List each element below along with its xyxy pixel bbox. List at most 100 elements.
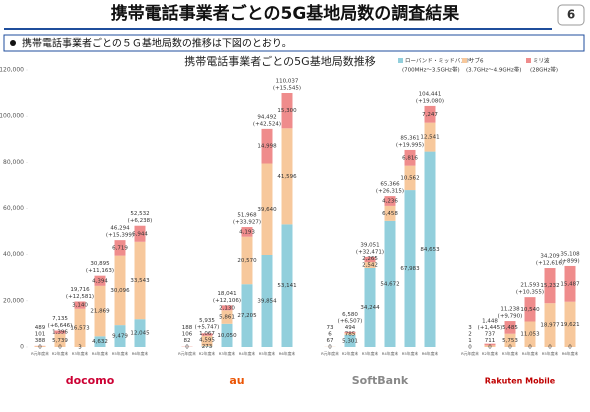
- carrier-logo: docomo: [66, 374, 115, 387]
- segment-label: 6,944: [132, 231, 148, 237]
- segment-label: 388: [35, 338, 46, 344]
- x-tick-label: R3年度末: [72, 351, 89, 356]
- total-label: 35,108: [560, 251, 580, 257]
- segment-label: 106: [182, 332, 193, 338]
- segment-label: 6,816: [402, 155, 418, 161]
- total-label: 19,716: [70, 287, 90, 293]
- segment-label: 6,458: [382, 211, 398, 217]
- y-tick-label: 0: [20, 344, 24, 351]
- x-tick-label: R4年度末: [239, 351, 256, 356]
- x-tick-label: R3年度末: [219, 351, 236, 356]
- legend-swatch: [462, 58, 467, 63]
- total-label: 5,935: [199, 318, 215, 324]
- x-tick-label: R3年度末: [502, 351, 519, 356]
- increment-label: (+12,581): [66, 294, 94, 300]
- x-tick-label: R2年度末: [482, 351, 499, 356]
- total-label: 85,361: [400, 135, 419, 141]
- total-label: 489: [35, 325, 46, 331]
- y-tick-label: 100,000: [0, 113, 24, 120]
- increment-label: (+9,790): [498, 314, 523, 320]
- total-label: 51,968: [237, 213, 257, 219]
- segment-label: 273: [202, 344, 213, 350]
- legend-note: (3.7GHz～4.9GHz帯): [466, 66, 521, 74]
- segment-label: 1,396: [52, 330, 68, 336]
- carrier-logo: au: [229, 374, 244, 387]
- segment-label: 14,998: [257, 144, 277, 150]
- segment-label: 4,632: [92, 339, 108, 345]
- x-tick-label: R4年度末: [382, 351, 399, 356]
- segment-label: 15,300: [277, 108, 297, 114]
- segment-label: 10,540: [520, 307, 540, 313]
- increment-label: (+19,080): [416, 98, 444, 104]
- x-tick-label: R5年度末: [259, 351, 276, 356]
- x-tick-label: R5年度末: [112, 351, 129, 356]
- x-tick-label: R元年度末: [31, 351, 49, 356]
- segment-label: 84,653: [420, 247, 440, 253]
- x-tick-label: R5年度末: [402, 351, 419, 356]
- segment-label: 33,543: [130, 278, 150, 284]
- total-label: 18,041: [217, 291, 236, 297]
- total-label: 1,448: [482, 319, 498, 325]
- total-label: 34,209: [540, 254, 560, 260]
- increment-label: (+15,545): [273, 85, 301, 91]
- total-label: 39,051: [360, 242, 379, 248]
- increment-label: (+6,238): [128, 218, 153, 224]
- slide-title: 携帯電話事業者ごとの5G基地局数の調査結果: [111, 3, 460, 24]
- total-label: 3: [468, 325, 472, 331]
- segment-label: 20,570: [237, 258, 257, 264]
- segment-label: 27,205: [237, 313, 257, 319]
- page-number: 6: [567, 8, 575, 22]
- segment-label: 67,983: [400, 266, 420, 272]
- legend-note: (28GHz帯): [530, 66, 558, 74]
- segment-label: 0: [58, 345, 62, 351]
- segment-label: 0: [568, 345, 572, 351]
- increment-label: (+19,995): [396, 142, 424, 148]
- segment-label: 41,596: [277, 174, 297, 180]
- segment-label: 0: [528, 345, 532, 351]
- x-tick-label: R6年度末: [132, 351, 149, 356]
- segment-label: 2,130: [219, 305, 235, 311]
- total-label: 65,366: [380, 182, 400, 188]
- x-tick-label: R6年度末: [279, 351, 296, 356]
- segment-label: 0: [548, 345, 552, 351]
- segment-label: 2,542: [362, 263, 378, 269]
- segment-label: 0: [328, 345, 332, 351]
- segment-label: 3: [78, 344, 82, 350]
- total-label: 11,238: [500, 307, 520, 313]
- segment-label: 737: [485, 332, 496, 338]
- segment-label: 11,053: [520, 332, 540, 338]
- y-tick-label: 80,000: [3, 159, 24, 166]
- x-tick-label: R元年度末: [321, 351, 339, 356]
- segment-label: 1: [468, 338, 472, 344]
- x-tick-label: R2年度末: [52, 351, 69, 356]
- segment-label: 21,869: [90, 309, 110, 315]
- increment-label: (+5,747): [195, 325, 220, 331]
- segment-label: 101: [35, 332, 46, 338]
- carrier-logo: Rakuten Mobile: [485, 377, 556, 386]
- segment-label: 5,861: [219, 315, 235, 321]
- increment-label: (+42,524): [253, 121, 281, 127]
- chart-title: 携帯電話事業者ごとの5G基地局数推移: [184, 54, 375, 68]
- segment-label: 4,193: [239, 229, 255, 235]
- increment-label: (+1,445): [478, 325, 503, 331]
- segment-label: 6: [328, 332, 332, 338]
- legend-label: ローバンド・ミッドバンド: [405, 58, 472, 65]
- segment-label: 18,977: [540, 323, 560, 329]
- segment-label: 15,232: [540, 283, 559, 289]
- segment-label: 67: [327, 338, 334, 344]
- y-tick-label: 60,000: [3, 205, 24, 212]
- increment-label: (+10,355): [516, 290, 544, 296]
- legend-swatch: [398, 58, 403, 63]
- x-tick-label: R元年度末: [461, 351, 479, 356]
- legend-swatch: [526, 58, 531, 63]
- increment-label: (+32,471): [356, 249, 384, 255]
- total-label: 110,037: [276, 78, 299, 84]
- total-label: 52,532: [130, 211, 149, 217]
- segment-label: 1,067: [199, 331, 215, 337]
- segment-label: 494: [345, 325, 356, 331]
- total-label: 104,441: [419, 91, 442, 97]
- x-tick-label: R2年度末: [199, 351, 216, 356]
- bullet-text: 携帯電話事業者ごとの５Ｇ基地局数の推移は下図のとおり。: [22, 37, 292, 50]
- x-tick-label: R3年度末: [362, 351, 379, 356]
- increment-label: (+6,507): [338, 318, 363, 324]
